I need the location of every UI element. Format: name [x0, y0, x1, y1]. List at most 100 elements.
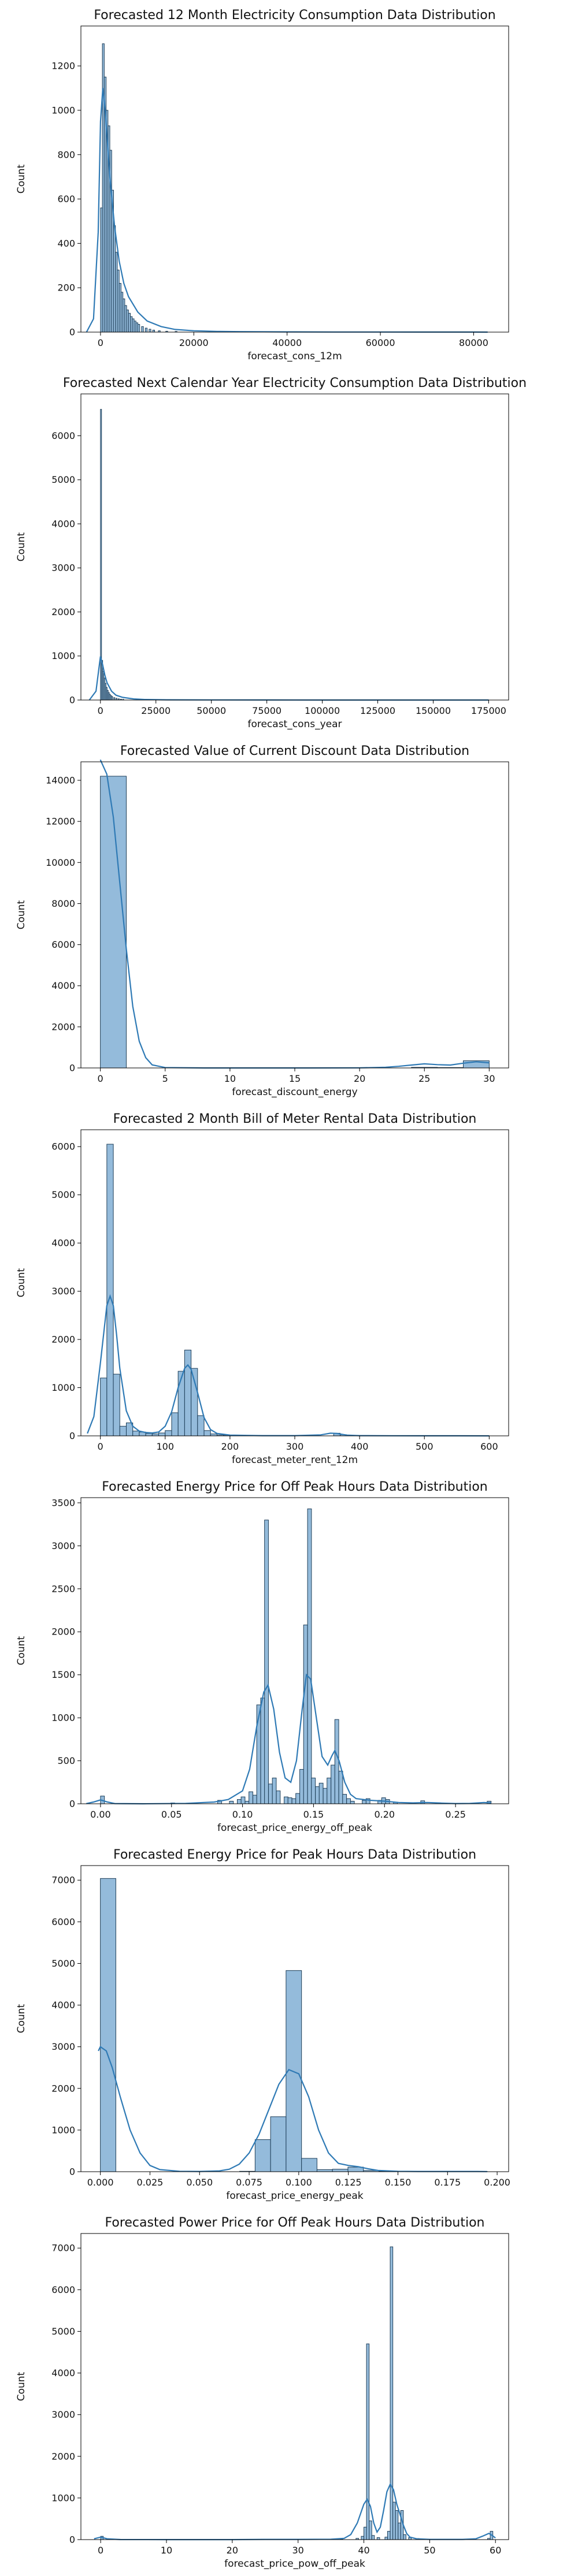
- chart-1-bar-22: [141, 326, 144, 333]
- chart-7-bar-10: [376, 2537, 380, 2540]
- chart-5-y-tick-label: 2000: [51, 1626, 75, 1637]
- chart-panel-6: Forecasted Energy Price for Peak Hours D…: [0, 1840, 578, 2208]
- chart-7-bar-16: [398, 2522, 401, 2540]
- chart-6-x-tick-label: 0.025: [137, 2177, 164, 2188]
- chart-3-bars: [100, 776, 490, 1069]
- chart-4-bar-13: [177, 1371, 185, 1436]
- chart-4-title: Forecasted 2 Month Bill of Meter Rental …: [113, 1112, 477, 1126]
- chart-4-y-axis: 0 1000 2000 3000 4000 5000 6000: [51, 1141, 81, 1442]
- chart-1-title: Forecasted 12 Month Electricity Consumpt…: [94, 8, 495, 23]
- chart-1-bar-21: [137, 324, 140, 333]
- chart-1-x-label: forecast_cons_12m: [247, 351, 342, 362]
- chart-2-y-tick-label: 1000: [51, 650, 75, 661]
- chart-4-y-tick-label: 4000: [51, 1238, 75, 1249]
- chart-3-y-tick-label: 2000: [51, 1021, 75, 1032]
- chart-5-bars: [100, 1508, 492, 1804]
- chart-4-bar-3: [113, 1373, 120, 1436]
- chart-5-y-tick-label: 1000: [51, 1713, 75, 1723]
- chart-4-svg: Forecasted 2 Month Bill of Meter Rental …: [16, 1112, 509, 1466]
- chart-7-y-label: Count: [16, 2372, 27, 2401]
- chart-7-y-tick-label: 0: [69, 2534, 75, 2545]
- chart-4-y-tick-label: 6000: [51, 1141, 75, 1152]
- chart-5-bar-5: [236, 1799, 242, 1804]
- chart-5-bar-25: [318, 1782, 324, 1804]
- chart-3-x-label: forecast_discount_energy: [232, 1086, 357, 1098]
- chart-5-bar-16: [284, 1796, 288, 1804]
- chart-4-x-tick-label: 100: [156, 1441, 174, 1452]
- chart-7-y-tick-label: 4000: [51, 2367, 75, 2378]
- chart-5-bar-14: [272, 1777, 277, 1804]
- chart-2-y-tick-label: 4000: [51, 518, 75, 529]
- chart-1-y-tick-label: 1200: [51, 61, 75, 72]
- chart-6-x-tick-label: 0.075: [236, 2177, 262, 2188]
- chart-4-y-label: Count: [16, 1268, 27, 1297]
- chart-2-y-tick-label: 6000: [51, 430, 75, 441]
- chart-panel-4: Forecasted 2 Month Bill of Meter Rental …: [0, 1104, 578, 1472]
- chart-5-bar-12: [264, 1520, 269, 1804]
- chart-7-svg: Forecasted Power Price for Off Peak Hour…: [16, 2216, 509, 2570]
- chart-7-bar-15: [395, 2510, 399, 2540]
- chart-7-bars: [100, 2246, 494, 2540]
- chart-5-bar-17: [287, 1797, 292, 1804]
- chart-7-bar-18: [403, 2534, 406, 2540]
- chart-3-y-tick-label: 6000: [51, 939, 75, 950]
- chart-7-kde-line: [94, 2482, 496, 2541]
- chart-2-bar-11: [111, 696, 113, 701]
- chart-6-y-axis: 0 1000 2000 3000 4000 5000 6000 7000: [51, 1875, 81, 2177]
- chart-6-y-tick-label: 6000: [51, 1916, 75, 1927]
- chart-5-bar-26: [323, 1788, 328, 1804]
- chart-6-x-axis: 0.000 0.025 0.050 0.075 0.100 0.125 0.150 0.175…: [87, 2172, 510, 2188]
- chart-4-bar-2: [106, 1144, 114, 1436]
- chart-5-bar-30: [338, 1770, 343, 1804]
- chart-6-y-tick-label: 3000: [51, 2041, 75, 2052]
- chart-2-x-tick-label: 125000: [360, 705, 395, 716]
- chart-1-bar-24: [149, 329, 151, 333]
- chart-5-y-tick-label: 2500: [51, 1583, 75, 1594]
- chart-panel-3: Forecasted Value of Current Discount Dat…: [0, 736, 578, 1104]
- chart-3-y-axis: 0 2000 4000 6000 8000 10000 12000 14000: [46, 775, 81, 1074]
- chart-4-y-tick-label: 2000: [51, 1334, 75, 1345]
- chart-5-bar-29: [334, 1719, 339, 1804]
- chart-2-x-tick-label: 100000: [305, 705, 340, 716]
- chart-2-y-tick-label: 5000: [51, 474, 75, 485]
- chart-2-plot-frame: [80, 393, 509, 701]
- chart-1-bars: [100, 43, 177, 333]
- chart-5-bar-4: [229, 1801, 234, 1804]
- chart-7-y-tick-label: 3000: [51, 2409, 75, 2420]
- chart-panel-2: Forecasted Next Calendar Year Electricit…: [0, 368, 578, 736]
- chart-5-y-label: Count: [16, 1636, 27, 1665]
- chart-2-y-tick-label: 0: [69, 695, 75, 706]
- chart-6-x-tick-label: 0.200: [484, 2177, 510, 2188]
- chart-5-title: Forecasted Energy Price for Off Peak Hou…: [102, 1480, 488, 1494]
- chart-1-x-tick-label: 80000: [459, 337, 488, 348]
- chart-2-y-label: Count: [16, 532, 27, 561]
- chart-4-bar-4: [119, 1425, 127, 1436]
- chart-2-x-tick-label: 0: [98, 705, 103, 716]
- chart-4-y-tick-label: 0: [69, 1431, 75, 1442]
- chart-4-bar-10: [158, 1432, 166, 1436]
- chart-5-svg: Forecasted Energy Price for Off Peak Hou…: [16, 1480, 509, 1834]
- chart-6-bar-11: [254, 2139, 271, 2172]
- chart-6-kde-line: [98, 2046, 487, 2172]
- chart-2-x-tick-label: 175000: [471, 705, 506, 716]
- chart-5-kde-line: [86, 1673, 491, 1805]
- chart-7-y-axis: 0 1000 2000 3000 4000 5000 6000 7000: [51, 2243, 81, 2545]
- chart-5-bar-34: [362, 1800, 366, 1804]
- chart-5-x-label: forecast_price_energy_off_peak: [217, 1822, 372, 1834]
- chart-5-bar-13: [268, 1784, 273, 1804]
- chart-7-bar-8: [369, 2521, 372, 2540]
- chart-7-title: Forecasted Power Price for Off Peak Hour…: [105, 2216, 484, 2230]
- chart-1-x-axis: 0 20000 40000 60000 80000: [98, 332, 488, 348]
- chart-5-bar-15: [276, 1790, 281, 1804]
- chart-7-bar-13: [390, 2246, 394, 2540]
- chart-3-y-tick-label: 0: [69, 1063, 75, 1074]
- chart-2-x-tick-label: 25000: [141, 705, 171, 716]
- chart-3-y-tick-label: 8000: [51, 898, 75, 909]
- chart-3-x-tick-label: 10: [224, 1073, 236, 1084]
- chart-4-x-tick-label: 600: [480, 1441, 498, 1452]
- chart-5-bar-9: [253, 1795, 257, 1804]
- chart-7-bar-11: [384, 2537, 388, 2540]
- chart-1-x-tick-label: 0: [98, 337, 103, 348]
- chart-3-bar-1: [100, 776, 127, 1069]
- chart-6-bar-14: [301, 2158, 317, 2172]
